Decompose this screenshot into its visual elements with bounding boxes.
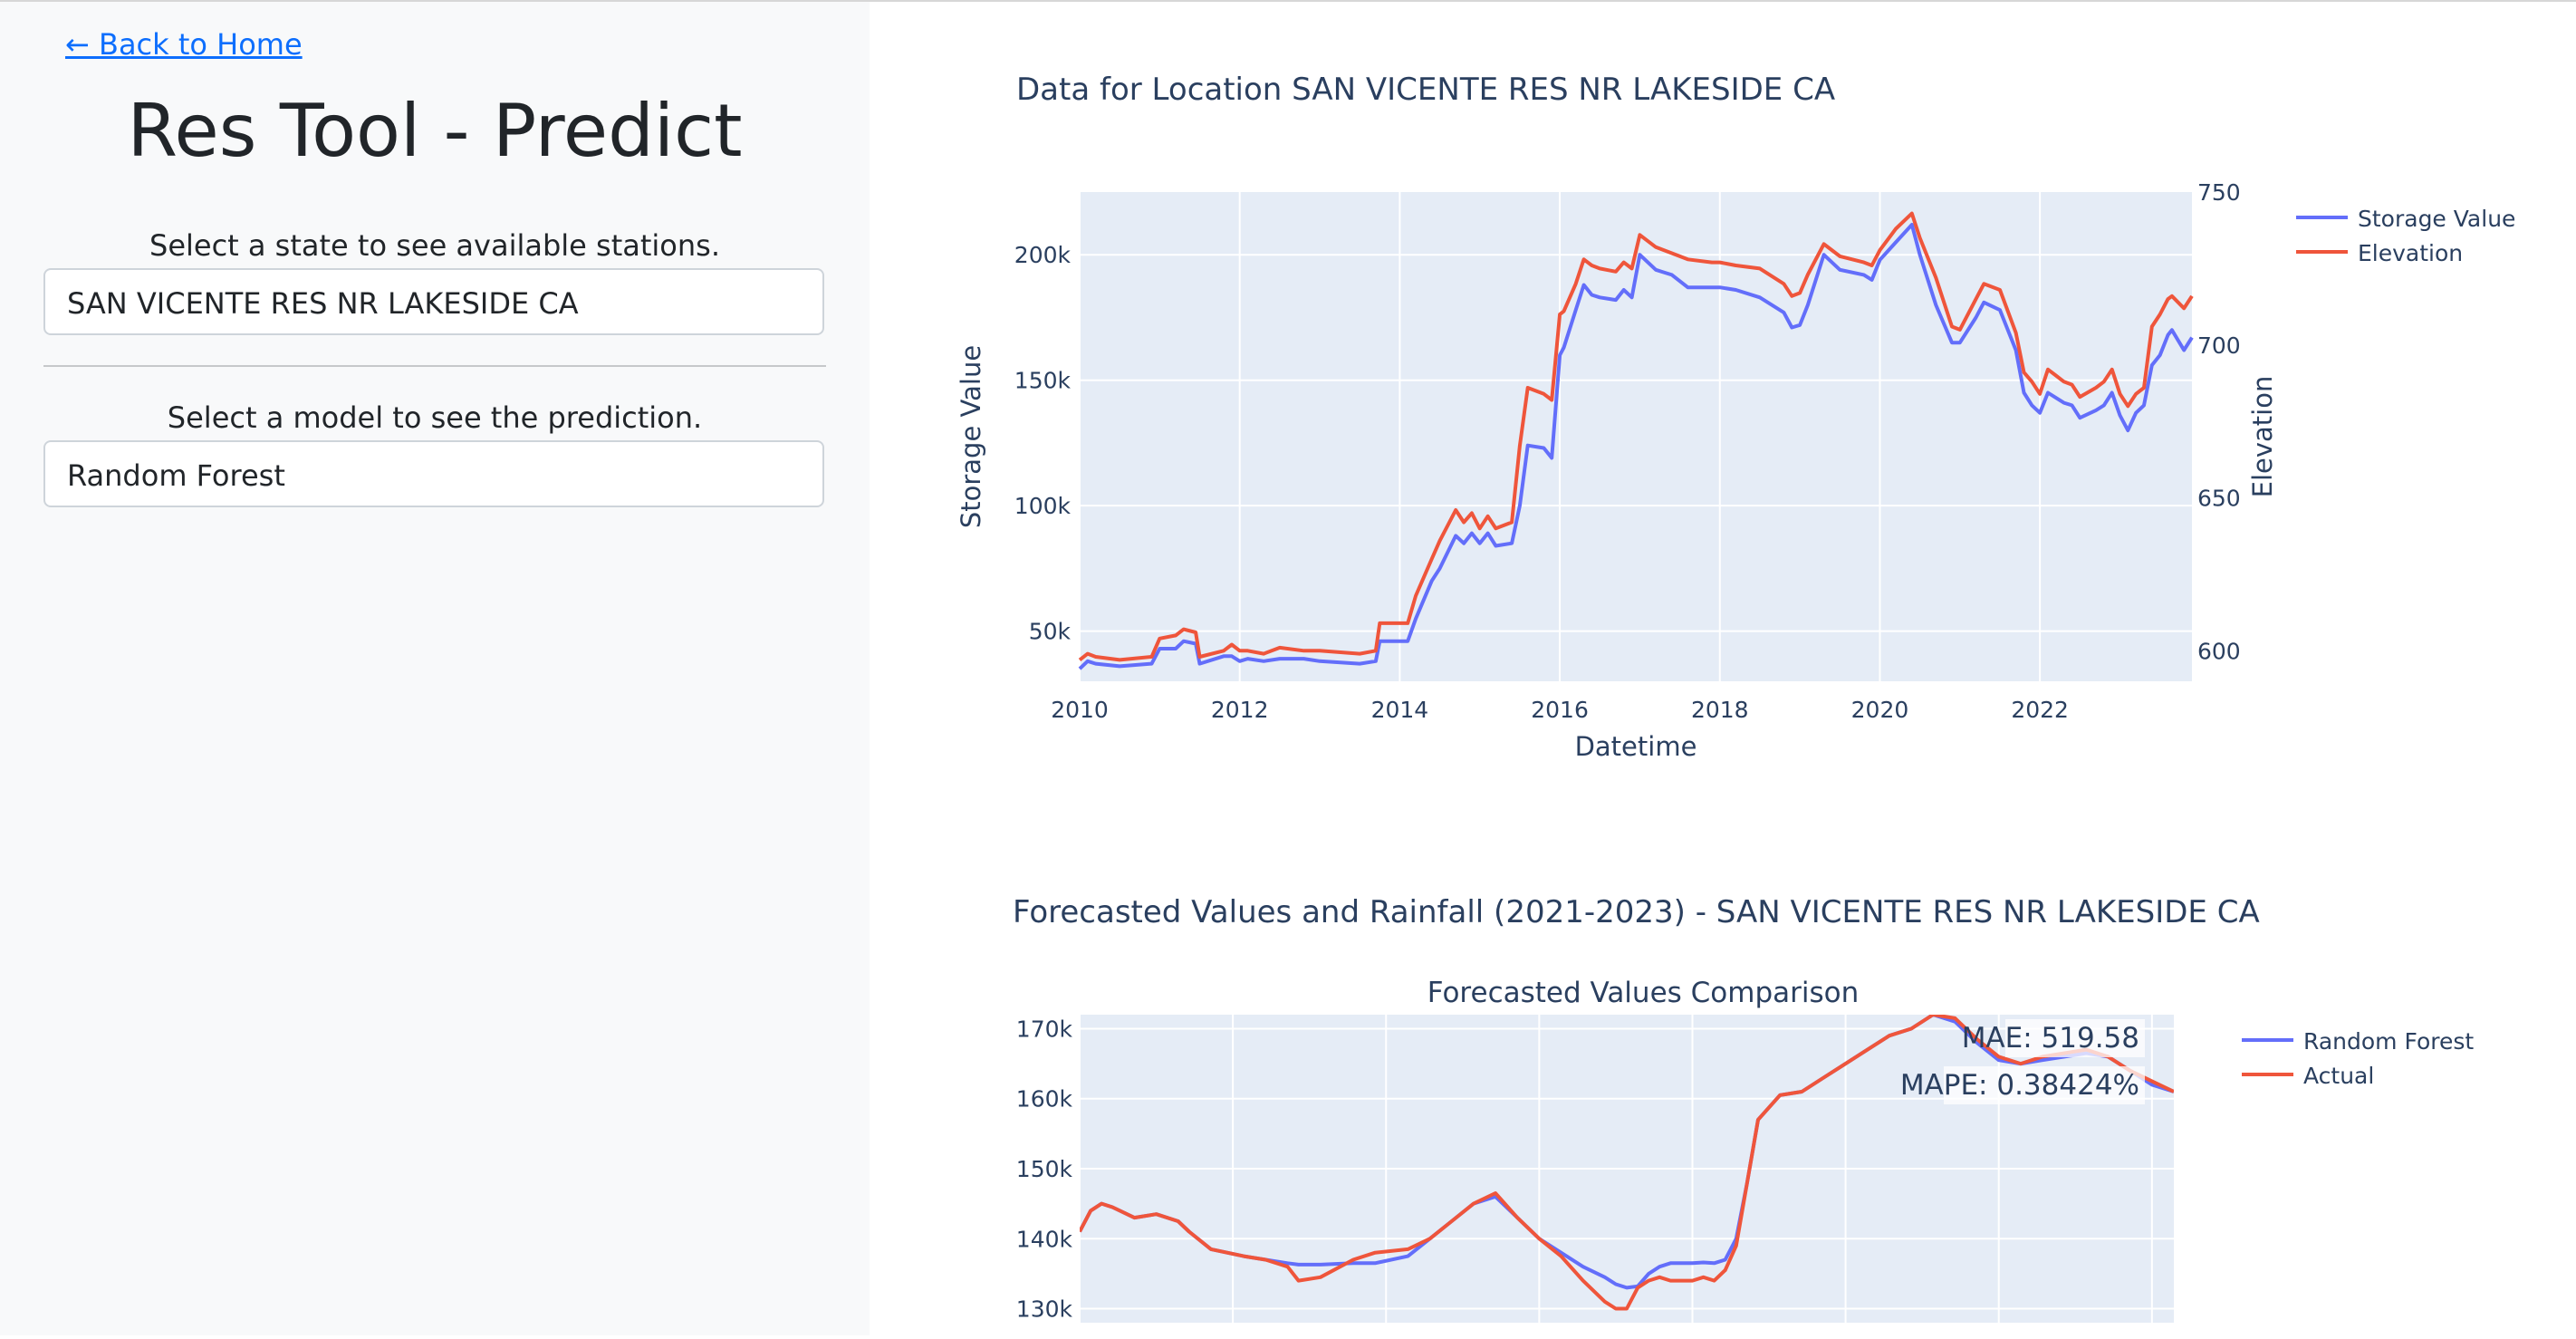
chart1-y-tick-label: 50k — [1029, 619, 1072, 645]
mape-annotation: MAPE: 0.38424% — [1900, 1069, 2139, 1102]
chart1-x-tick-label: 2014 — [1371, 697, 1429, 723]
charts-canvas: Data for Location SAN VICENTE RES NR LAK… — [956, 72, 2515, 1323]
actual-line[interactable] — [1080, 1015, 2174, 1311]
chart1-y2-tick-label: 750 — [2197, 179, 2241, 206]
chart1-y2-tick-label: 600 — [2197, 638, 2241, 664]
chart1-plot-area[interactable] — [1080, 192, 2192, 681]
state-select-value: SAN VICENTE RES NR LAKESIDE CA — [67, 286, 579, 321]
storage-elevation-chart: Data for Location SAN VICENTE RES NR LAK… — [956, 72, 2515, 762]
section-divider — [43, 365, 826, 367]
chart1-x-tick-label: 2016 — [1531, 697, 1589, 723]
chart1-y-tick-label: 100k — [1014, 493, 1072, 519]
chart1-x-ticks: 2010 2012 2014 2016 2018 2020 2022 — [1051, 697, 2069, 723]
chart1-x-tick-label: 2012 — [1211, 697, 1269, 723]
chart1-x-tick-label: 2020 — [1851, 697, 1909, 723]
chart2-section-title: Forecasted Values and Rainfall (2021-202… — [1013, 894, 2260, 930]
chart1-y-axis-label: Storage Value — [956, 345, 986, 528]
chart1-y2-ticks: 600 650 700 750 — [2197, 179, 2241, 664]
main-content: Data for Location SAN VICENTE RES NR LAK… — [870, 2, 2576, 1335]
state-select-label: Select a state to see available stations… — [149, 228, 720, 263]
legend-storage-label[interactable]: Storage Value — [2358, 206, 2515, 232]
chart1-y-tick-label: 200k — [1014, 242, 1072, 268]
mape-annotation-bg — [1944, 1066, 2145, 1104]
legend-random-forest-label[interactable]: Random Forest — [2303, 1028, 2474, 1055]
chart1-legend[interactable]: Storage Value Elevation — [2296, 206, 2515, 266]
model-select-value: Random Forest — [67, 458, 285, 493]
model-select-label: Select a model to see the prediction. — [167, 400, 703, 435]
chart2-y-tick-label: 130k — [1016, 1296, 1073, 1323]
back-to-home-link[interactable]: ← Back to Home — [65, 27, 303, 62]
chart2-legend[interactable]: Random Forest Actual — [2242, 1028, 2474, 1089]
legend-elevation-label[interactable]: Elevation — [2358, 240, 2463, 266]
chart1-x-axis-label: Datetime — [1575, 731, 1697, 762]
chart2-series — [1080, 1015, 2174, 1311]
mae-annotation-bg — [2005, 1019, 2145, 1057]
storage-value-line[interactable] — [1078, 223, 2194, 670]
chart1-y-tick-label: 150k — [1014, 368, 1072, 394]
state-select-dropdown[interactable]: SAN VICENTE RES NR LAKESIDE CA — [43, 268, 824, 335]
chart1-title: Data for Location SAN VICENTE RES NR LAK… — [1016, 72, 1835, 108]
chart1-series — [1078, 211, 2194, 670]
chart1-gridlines — [1079, 192, 2192, 681]
window-top-border — [0, 0, 2576, 2]
chart1-y2-tick-label: 650 — [2197, 486, 2241, 512]
chart1-x-tick-label: 2022 — [2011, 697, 2069, 723]
chart1-y-ticks: 50k 100k 150k 200k — [1014, 242, 1072, 644]
legend-actual-label[interactable]: Actual — [2303, 1063, 2374, 1089]
chart1-x-tick-label: 2010 — [1051, 697, 1109, 723]
chart2-y-tick-label: 170k — [1016, 1016, 1073, 1042]
chart1-y2-tick-label: 700 — [2197, 332, 2241, 359]
page-title: Res Tool - Predict — [127, 89, 743, 173]
chart2-y-ticks: 130k 140k 150k 160k 170k — [1016, 1016, 1073, 1322]
chart2-y-tick-label: 140k — [1016, 1226, 1073, 1252]
model-select-dropdown[interactable]: Random Forest — [43, 440, 824, 507]
mae-annotation: MAE: 519.58 — [1962, 1022, 2139, 1055]
elevation-line[interactable] — [1078, 211, 2194, 662]
chart2-y-tick-label: 160k — [1016, 1086, 1073, 1113]
chart2-y-tick-label: 150k — [1016, 1156, 1073, 1182]
forecast-chart: Forecasted Values and Rainfall (2021-202… — [1013, 894, 2474, 1323]
chart2-title: Forecasted Values Comparison — [1427, 977, 1860, 1009]
chart1-y2-axis-label: Elevation — [2247, 376, 2278, 498]
sidebar-panel: ← Back to Home Res Tool - Predict Select… — [0, 2, 870, 1335]
chart1-x-tick-label: 2018 — [1691, 697, 1749, 723]
